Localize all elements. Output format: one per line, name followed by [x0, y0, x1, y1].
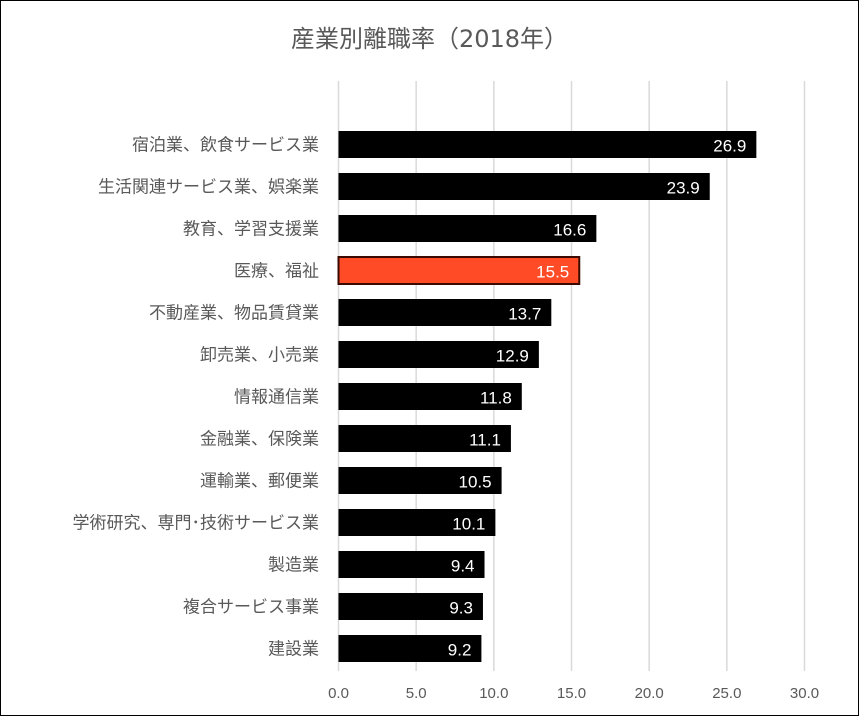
data-label: 15.5 — [536, 263, 569, 282]
category-label: 運輸業、郵便業 — [200, 472, 319, 492]
data-label: 10.1 — [452, 515, 485, 534]
category-label: 生活関連サービス業、娯楽業 — [98, 178, 319, 198]
bar — [338, 173, 710, 200]
bar — [338, 635, 482, 662]
bar — [338, 131, 757, 158]
data-label: 11.1 — [469, 431, 501, 450]
category-label: 複合サービス事業 — [183, 598, 319, 618]
bar — [338, 593, 483, 620]
category-label: 不動産業、物品賃貸業 — [149, 304, 319, 324]
x-tick-label: 30.0 — [790, 685, 819, 702]
data-label: 9.3 — [449, 599, 473, 618]
category-label: 宿泊業、飲食サービス業 — [132, 136, 319, 156]
x-tick-label: 20.0 — [635, 685, 664, 702]
category-label: 医療、福祉 — [234, 262, 319, 282]
data-label: 9.2 — [448, 641, 472, 660]
bar — [338, 551, 485, 578]
x-tick-label: 10.0 — [479, 685, 508, 702]
x-tick-label: 5.0 — [406, 685, 427, 702]
data-label: 23.9 — [667, 179, 700, 198]
x-tick-label: 15.0 — [557, 685, 586, 702]
data-label: 13.7 — [508, 305, 541, 324]
data-label: 11.8 — [480, 389, 512, 408]
bar — [338, 509, 496, 536]
bar — [338, 383, 522, 410]
chart-title: 産業別離職率（2018年） — [290, 25, 569, 53]
category-label: 教育、学習支援業 — [183, 220, 319, 240]
bar — [338, 425, 511, 452]
bar — [338, 341, 539, 368]
data-label: 10.5 — [459, 473, 492, 492]
bar — [338, 299, 552, 326]
category-label: 建設業 — [268, 640, 319, 660]
data-label: 9.4 — [451, 557, 475, 576]
bar — [337, 256, 581, 285]
x-tick-label: 0.0 — [328, 685, 349, 702]
data-label: 26.9 — [713, 137, 746, 156]
data-label: 16.6 — [553, 221, 586, 240]
bar — [338, 215, 597, 242]
category-label: 製造業 — [268, 556, 319, 576]
category-label: 学術研究、専門･技術サービス業 — [73, 514, 320, 534]
category-label: 卸売業、小売業 — [200, 346, 319, 366]
data-label: 12.9 — [496, 347, 529, 366]
x-tick-label: 25.0 — [712, 685, 741, 702]
category-label: 情報通信業 — [234, 388, 319, 408]
category-label: 金融業、保険業 — [200, 430, 319, 450]
bar — [338, 467, 502, 494]
